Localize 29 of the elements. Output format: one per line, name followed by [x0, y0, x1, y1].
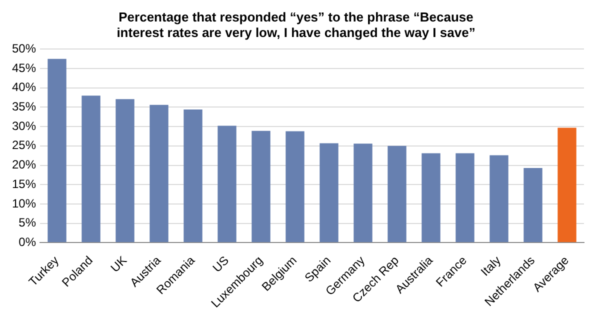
- y-tick-label: 20%: [12, 158, 36, 172]
- y-tick-label: 5%: [18, 216, 36, 230]
- bar: [218, 126, 236, 242]
- chart-title: Percentage that responded “yes” to the phrase “Because interest rates are very low, I have changed the way I save”: [116, 9, 476, 40]
- y-tick-label: 45%: [12, 60, 36, 75]
- y-tick-label: 35%: [12, 100, 36, 114]
- bar: [150, 104, 168, 242]
- y-tick-label: 40%: [12, 80, 36, 94]
- y-tick-label: 50%: [12, 42, 36, 56]
- bar: [116, 99, 134, 242]
- y-tick-label: 30%: [12, 118, 36, 133]
- y-tick-label: 10%: [12, 196, 36, 210]
- bar: [456, 153, 474, 242]
- bar: [184, 110, 202, 242]
- y-tick-label: 15%: [12, 176, 36, 191]
- bar: [286, 131, 304, 242]
- bar: [490, 155, 508, 242]
- bar: [422, 153, 440, 242]
- bar: [558, 128, 576, 242]
- bar: [48, 58, 66, 242]
- y-tick-label: 0%: [18, 234, 36, 249]
- x-tick-label: UK: [108, 253, 130, 275]
- bar: [524, 168, 542, 242]
- bar: [354, 144, 372, 242]
- bar: [82, 96, 100, 242]
- y-tick-label: 25%: [12, 138, 36, 152]
- bar: [252, 130, 270, 242]
- bar: [320, 143, 338, 242]
- bar: [388, 146, 406, 242]
